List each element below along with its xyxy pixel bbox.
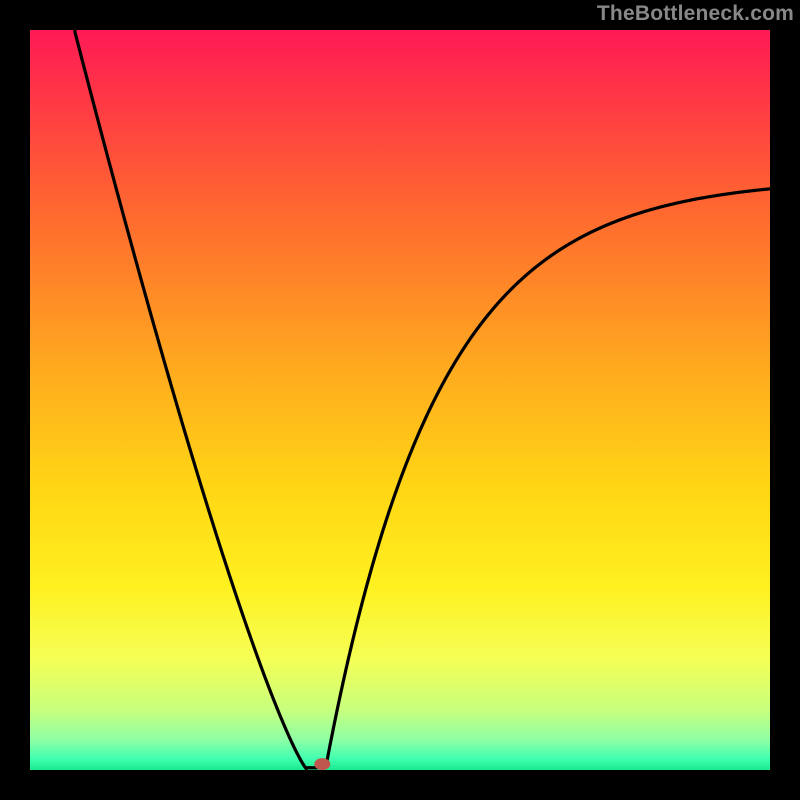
chart-container: TheBottleneck.com bbox=[0, 0, 800, 800]
plot-svg bbox=[30, 30, 770, 770]
gradient-background bbox=[30, 30, 770, 770]
plot-area bbox=[30, 30, 770, 770]
min-point-marker bbox=[314, 758, 330, 770]
watermark-text: TheBottleneck.com bbox=[597, 2, 794, 26]
